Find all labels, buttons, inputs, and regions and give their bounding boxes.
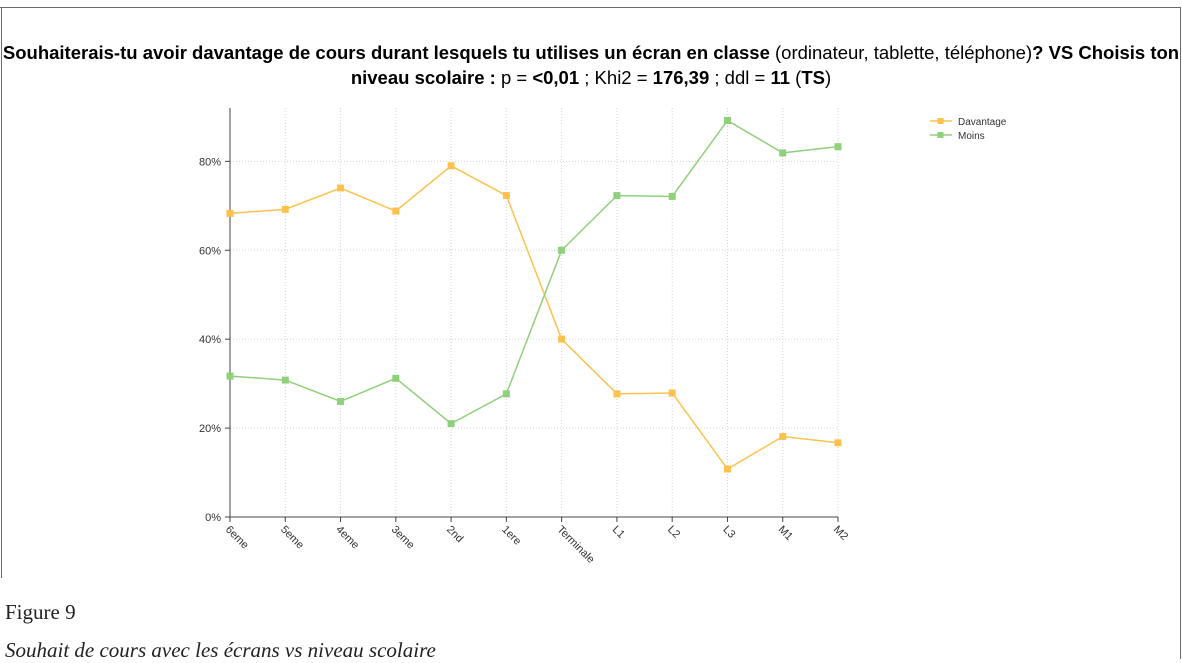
line-chart: 0% 20% 40% 60% 80% 6eme 5eme 4eme 3eme 2nd 1ere Ter… [199,108,1007,566]
data-point-moins [226,372,234,380]
x-tick-label: Terminale [555,524,597,566]
y-tick-label: 0% [205,512,221,524]
x-tick-label: L3 [720,524,737,541]
data-point-davantage [447,162,455,170]
data-point-davantage [226,209,234,217]
legend-label-moins: Moins [958,131,985,142]
y-tick-label: 40% [199,334,221,346]
x-tick-label: 6eme [223,524,251,552]
y-tick-label: 60% [199,245,221,257]
data-point-davantage [392,207,400,215]
legend: Davantage Moins [930,117,1007,142]
data-point-moins [558,246,566,254]
data-point-davantage [281,205,289,213]
x-tick-label: L1 [610,524,627,541]
data-point-davantage [558,335,566,343]
data-point-davantage [337,184,345,192]
data-point-moins [723,116,731,124]
series-line-moins [229,119,839,425]
data-point-moins [337,397,345,405]
data-point-moins [281,376,289,384]
x-tick-label: 4eme [333,524,361,552]
legend-marker-davantage [937,118,944,124]
data-point-moins [613,192,621,200]
axes: 0% 20% 40% 60% 80% 6eme 5eme 4eme 3eme 2nd 1ere Ter… [199,108,850,566]
data-point-moins [447,420,455,428]
x-tick-label: 5eme [278,524,306,552]
y-tick-label: 80% [199,156,221,168]
data-point-moins [502,390,510,398]
data-point-davantage [723,465,731,473]
data-point-davantage [613,390,621,398]
grid-lines [230,108,839,517]
legend-marker-moins [937,132,944,138]
x-tick-label: 1ere [499,524,523,548]
figure-caption-text: Souhait de cours avec les écrans vs nive… [5,638,436,662]
x-tick-label: M1 [776,524,795,543]
data-point-davantage [834,439,842,447]
series-line-davantage [229,164,839,470]
data-point-davantage [779,433,787,441]
data-point-moins [668,192,676,200]
data-point-moins [779,149,787,157]
y-tick-label: 20% [199,423,221,435]
figure-caption-label: Figure 9 [5,600,76,624]
legend-label-davantage: Davantage [958,117,1007,128]
data-point-davantage [502,192,510,200]
frame-left-rule [1,8,2,578]
series-lines [226,116,842,473]
x-tick-label: 2nd [444,524,465,545]
x-tick-label: M2 [831,524,850,543]
figure-frame [0,7,1181,659]
data-point-moins [392,374,400,382]
x-tick-label: 3eme [389,524,417,552]
data-point-davantage [668,389,676,397]
chart-title: Souhaiterais-tu avoir davantage de cours… [2,42,1180,88]
x-tick-label: L2 [665,524,682,541]
data-point-moins [834,143,842,151]
